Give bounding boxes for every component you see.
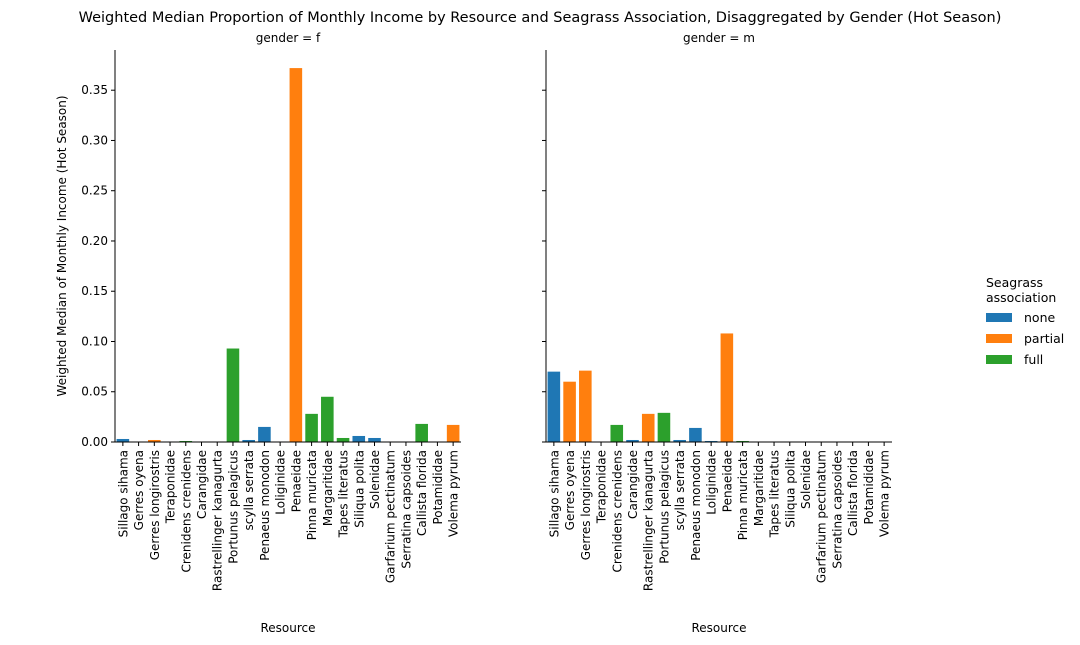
x-axis-label-m: Resource <box>691 621 746 635</box>
bar-m-12 <box>720 333 734 442</box>
x-tick-label-f-15: Tapes literatus <box>337 450 351 538</box>
x-tick-label-m-9: scylla serrata <box>673 450 687 531</box>
bar-f-8 <box>226 348 240 442</box>
x-tick-label-f-21: Potamididae <box>431 450 445 525</box>
x-tick-label-f-22: Volema pyrum <box>447 450 461 537</box>
x-axis-label-f: Resource <box>260 621 315 635</box>
x-tick-label-f-10: Penaeus monodon <box>258 450 272 561</box>
bar-f-3 <box>148 439 161 442</box>
bar-f-9 <box>242 439 255 442</box>
legend: Seagrass association none partial full <box>986 275 1064 367</box>
legend-label-none: none <box>1024 310 1055 325</box>
x-tick-label-m-7: Rastrellinger kanagurta <box>642 450 656 591</box>
bar-m-2 <box>563 381 576 442</box>
bar-m-8 <box>657 412 671 442</box>
x-tick-label-f-5: Crenidens crenidens <box>179 450 193 573</box>
bar-m-11 <box>704 440 718 442</box>
x-tick-label-f-17: Solenidae <box>368 450 382 509</box>
x-tick-label-m-20: Callista florida <box>846 450 860 536</box>
y-tick-label-1: 0.05 <box>81 385 108 399</box>
bar-f-22 <box>446 424 460 442</box>
legend-label-full: full <box>1024 352 1043 367</box>
x-tick-label-f-12: Penaeidae <box>289 450 303 512</box>
x-tick-label-f-6: Carangidae <box>195 450 209 519</box>
x-tick-label-f-1: Sillago sihama <box>116 450 130 537</box>
panel-gender-m: gender = m Resource Sillago sihama Gerres… <box>542 31 892 635</box>
bar-m-10 <box>689 427 702 442</box>
bar-m-5 <box>610 424 624 442</box>
y-tick-label-2: 0.10 <box>81 334 108 348</box>
y-tick-label-6: 0.30 <box>81 133 108 147</box>
bar-m-9 <box>673 439 686 442</box>
x-tick-label-m-3: Gerres longirostris <box>579 450 593 560</box>
x-tick-label-m-22: Volema pyrum <box>878 450 892 537</box>
bar-f-14 <box>321 396 334 442</box>
legend-label-partial: partial <box>1024 331 1064 346</box>
chart-title: Weighted Median Proportion of Monthly In… <box>79 10 1002 26</box>
x-tick-label-f-4: Teraponidae <box>164 450 178 524</box>
bar-m-3 <box>579 370 592 442</box>
x-tick-label-m-16: Siliqua polita <box>783 450 797 528</box>
panel-title-f: gender = f <box>256 31 321 45</box>
x-tick-label-f-2: Gerres oyena <box>132 450 146 530</box>
x-tick-label-m-12: Penaeidae <box>720 450 734 512</box>
bar-f-10 <box>258 426 271 442</box>
x-tick-label-m-19: Serratina capsoides <box>830 450 844 569</box>
bar-f-5 <box>179 440 193 442</box>
bar-m-6 <box>626 439 639 442</box>
x-tick-label-m-17: Solenidae <box>799 450 813 509</box>
y-tick-label-4: 0.20 <box>81 234 108 248</box>
bar-f-12 <box>289 68 303 442</box>
x-tick-label-m-1: Sillago sihama <box>547 450 561 537</box>
x-tick-label-m-13: Pinna muricata <box>736 450 750 540</box>
legend-title-line2: association <box>986 290 1056 305</box>
y-tick-label-3: 0.15 <box>81 284 108 298</box>
x-tick-label-f-16: Siliqua polita <box>352 450 366 528</box>
x-tick-label-m-4: Teraponidae <box>595 450 609 524</box>
x-tick-label-f-19: Serratina capsoides <box>399 450 413 569</box>
bar-f-17 <box>368 437 381 442</box>
x-tick-label-f-14: Margaritidae <box>321 450 335 526</box>
x-tick-label-m-2: Gerres oyena <box>563 450 577 530</box>
bar-f-20 <box>415 423 428 442</box>
legend-swatch-full <box>986 355 1012 364</box>
x-tick-label-f-13: Pinna muricata <box>305 450 319 540</box>
y-tick-label-5: 0.25 <box>81 184 108 198</box>
x-tick-label-f-7: Rastrellinger kanagurta <box>211 450 225 591</box>
x-tick-label-f-8: Portunus pelagicus <box>226 450 240 564</box>
legend-title-line1: Seagrass <box>986 275 1043 290</box>
y-tick-label-7: 0.35 <box>81 83 108 97</box>
x-tick-label-m-15: Tapes literatus <box>768 450 782 538</box>
legend-swatch-partial <box>986 334 1012 343</box>
bar-f-1 <box>116 438 130 442</box>
y-tick-label-0: 0.00 <box>81 435 108 449</box>
y-axis-label: Weighted Median of Monthly Income (Hot S… <box>55 95 69 396</box>
x-tick-label-m-11: Loliginidae <box>705 450 719 515</box>
x-tick-label-f-20: Callista florida <box>415 450 429 536</box>
x-tick-label-f-3: Gerres longirostris <box>148 450 162 560</box>
x-tick-label-m-14: Margaritidae <box>752 450 766 526</box>
bar-f-15 <box>336 437 350 442</box>
x-tick-label-m-21: Potamididae <box>862 450 876 525</box>
x-tick-label-f-18: Garfarium pectinatum <box>384 450 398 583</box>
bar-f-16 <box>352 435 366 442</box>
x-tick-label-m-8: Portunus pelagicus <box>657 450 671 564</box>
x-tick-label-m-6: Carangidae <box>626 450 640 519</box>
bar-m-7 <box>641 413 655 442</box>
x-tick-label-m-18: Garfarium pectinatum <box>815 450 829 583</box>
x-tick-label-f-9: scylla serrata <box>242 450 256 531</box>
x-tick-label-m-5: Crenidens crenidens <box>610 450 624 573</box>
bar-f-13 <box>305 413 318 442</box>
panel-title-m: gender = m <box>683 31 755 45</box>
legend-swatch-none <box>986 313 1012 322</box>
panel-gender-f: gender = f Resource 0.00 0.05 0.10 0.15 0.20… <box>81 31 461 635</box>
bar-m-1 <box>547 371 561 442</box>
bar-m-13 <box>736 440 749 442</box>
x-tick-label-f-11: Loliginidae <box>274 450 288 515</box>
x-tick-label-m-10: Penaeus monodon <box>689 450 703 561</box>
